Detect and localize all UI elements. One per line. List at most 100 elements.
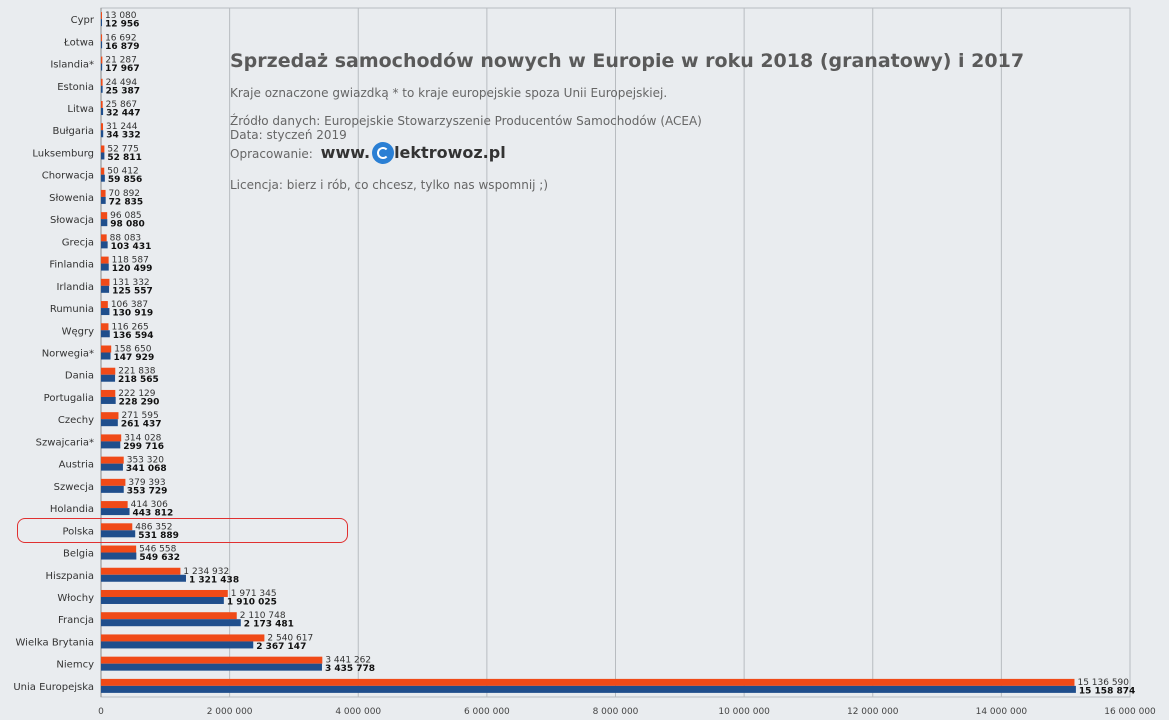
data-label-2018: 1 321 438	[189, 575, 239, 585]
bar-2017	[101, 323, 109, 331]
note-author: Opracowanie: www. lektrowoz.pl	[230, 142, 1024, 164]
bar-2017	[101, 456, 124, 464]
data-label-2018: 147 929	[114, 353, 155, 363]
bar-2017	[101, 389, 116, 397]
data-label-2017: 16 692	[105, 33, 137, 43]
bar-2018	[101, 596, 224, 604]
category-label: Bułgaria	[52, 126, 94, 137]
data-label-2017: 486 352	[135, 522, 172, 532]
bar-2017	[101, 278, 110, 286]
category-label: Portugalia	[44, 393, 94, 404]
bar-2018	[101, 219, 108, 227]
category-label: Francja	[58, 615, 94, 626]
bar-2018	[101, 85, 103, 93]
data-label-2017: 353 320	[127, 456, 164, 466]
data-label-2018: 52 811	[107, 153, 141, 163]
bar-2017	[101, 256, 109, 264]
category-label: Włochy	[57, 593, 94, 604]
bar-2017	[101, 589, 228, 597]
data-label-2017: 15 136 590	[1077, 678, 1129, 688]
bar-2018	[101, 174, 105, 182]
data-label-2017: 222 129	[118, 389, 155, 399]
x-tick-label: 8 000 000	[593, 707, 639, 717]
category-label: Finlandia	[49, 260, 94, 271]
data-label-2018: 531 889	[138, 531, 179, 541]
data-label-2017: 21 287	[105, 56, 137, 66]
data-label-2017: 546 558	[139, 545, 176, 555]
bar-2017	[101, 301, 108, 309]
category-label: Wielka Brytania	[16, 637, 94, 648]
bar-2017	[101, 56, 103, 64]
x-tick-label: 14 000 000	[976, 707, 1028, 717]
data-label-2018: 1 910 025	[227, 597, 277, 607]
data-label-2018: 299 716	[123, 442, 164, 452]
data-label-2018: 136 594	[113, 331, 154, 341]
data-label-2018: 549 632	[139, 553, 180, 563]
data-label-2017: 271 595	[121, 411, 158, 421]
data-label-2018: 120 499	[112, 264, 153, 274]
category-label: Szwecja	[54, 482, 94, 493]
bar-2018	[101, 641, 254, 649]
data-label-2017: 118 587	[112, 256, 149, 266]
data-label-2018: 130 919	[112, 309, 153, 319]
data-label-2017: 158 650	[114, 345, 151, 355]
data-label-2017: 52 775	[107, 144, 139, 154]
data-label-2018: 25 387	[106, 86, 140, 96]
brand-prefix: www.	[320, 143, 371, 162]
data-label-2018: 34 332	[106, 131, 140, 141]
bar-2018	[101, 130, 104, 138]
bar-2017	[101, 345, 112, 353]
category-label: Islandia*	[50, 60, 94, 71]
category-label: Grecja	[62, 237, 94, 248]
category-label: Łotwa	[63, 37, 94, 48]
data-label-2017: 221 838	[118, 367, 155, 377]
category-label: Polska	[62, 526, 94, 537]
bar-2018	[101, 19, 102, 27]
data-label-2018: 16 879	[105, 42, 139, 52]
bar-2018	[101, 196, 106, 204]
category-label: Luksemburg	[32, 148, 94, 159]
data-label-2018: 3 435 778	[325, 664, 375, 674]
bar-2018	[101, 441, 121, 449]
category-label: Hiszpania	[46, 571, 94, 582]
data-label-2017: 25 867	[106, 100, 138, 110]
category-label: Norwegia*	[42, 349, 94, 360]
category-label: Holandia	[50, 504, 94, 515]
category-label: Słowacja	[50, 215, 94, 226]
data-label-2018: 2 367 147	[256, 642, 306, 652]
brand-logo: www. lektrowoz.pl	[320, 142, 506, 164]
data-label-2017: 70 892	[109, 189, 140, 199]
bar-2017	[101, 212, 108, 220]
bar-2017	[101, 145, 105, 153]
data-label-2017: 88 083	[110, 233, 142, 243]
bar-2018	[101, 152, 105, 160]
note-author-label: Opracowanie:	[230, 147, 313, 161]
data-label-2017: 2 540 617	[267, 633, 313, 643]
x-tick-label: 6 000 000	[464, 707, 510, 717]
note-date: Data: styczeń 2019	[230, 128, 347, 142]
category-label: Rumunia	[50, 304, 94, 315]
bar-2017	[101, 412, 119, 420]
data-label-2017: 131 332	[112, 278, 149, 288]
data-label-2018: 72 835	[109, 197, 143, 207]
data-label-2018: 443 812	[133, 509, 174, 519]
data-label-2018: 353 729	[127, 486, 168, 496]
bar-2017	[101, 545, 137, 553]
bar-2017	[101, 167, 105, 175]
category-label: Irlandia	[56, 282, 94, 293]
bar-2017	[101, 234, 107, 242]
bar-2018	[101, 352, 111, 360]
bar-2018	[101, 463, 123, 471]
bar-2017	[101, 367, 116, 375]
data-label-2017: 379 393	[128, 478, 165, 488]
data-label-2018: 98 080	[110, 220, 144, 230]
bar-2017	[101, 478, 126, 486]
category-label: Słowenia	[49, 193, 94, 204]
bar-2018	[101, 619, 241, 627]
data-label-2018: 59 856	[108, 175, 142, 185]
data-label-2018: 218 565	[118, 375, 159, 385]
plug-e-icon	[372, 142, 395, 164]
bar-2018	[101, 552, 137, 560]
bar-2018	[101, 574, 186, 582]
